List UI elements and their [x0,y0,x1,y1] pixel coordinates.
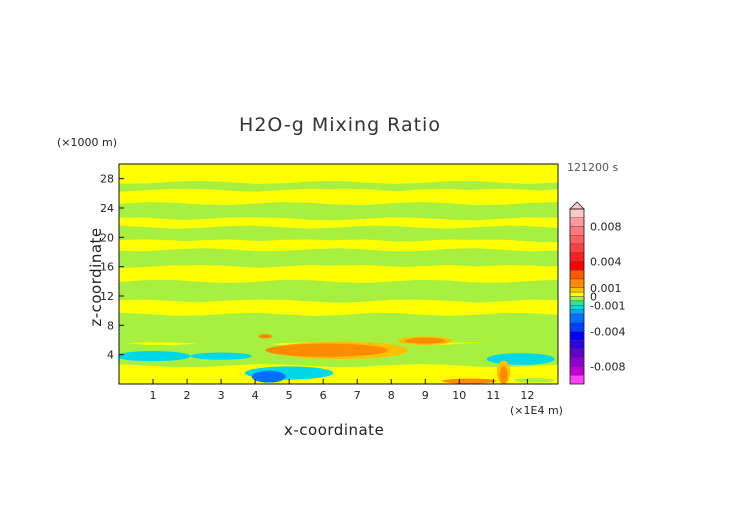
field-blob [486,353,555,365]
colorbar-level [569,208,585,218]
colorbar-level [569,309,585,315]
field-band [119,225,558,243]
x-tick-label: 1 [150,389,157,402]
x-tick-label: 2 [184,389,191,402]
colorbar-level [569,348,585,358]
field-blob [513,378,555,383]
x-tick-label: 5 [286,389,293,402]
x-tick-label: 4 [252,389,259,402]
y-tick-label: 12 [100,290,114,303]
colorbar-level [569,296,585,302]
colorbar-level [569,357,585,367]
field-blob [442,378,497,384]
colorbar-level [569,331,585,341]
colorbar-tick-label: 0.004 [590,256,622,269]
x-tick-label: 6 [320,389,327,402]
colorbar-tick-label: -0.004 [590,326,625,339]
field-band [119,239,558,252]
colorbar-level [569,305,585,310]
colorbar-level [569,313,585,323]
field-band [119,202,558,221]
colorbar-level [569,291,585,297]
colorbar-level [569,270,585,280]
field-blob [265,343,388,357]
field-band [119,217,558,229]
colorbar-overflow-triangle [569,201,585,210]
field-band [119,164,558,184]
x-tick-label: 8 [388,389,395,402]
colorbar-level [569,261,585,271]
colorbar-level [569,235,585,245]
field-blob [258,334,273,339]
colorbar-tick-label: 0.008 [590,221,622,234]
colorbar-tick-label: -0.008 [590,361,625,374]
y-tick-label: 20 [100,231,114,244]
colorbar-level [569,340,585,350]
field-band [119,188,558,206]
field-band [119,248,558,269]
chart-title: H2O-g Mixing Ratio [239,114,441,136]
colorbar-level [569,287,585,293]
x-tick-label: 12 [520,389,534,402]
y-tick-label: 24 [100,202,114,215]
x-tick-label: 7 [354,389,361,402]
colorbar-level [569,366,585,376]
field-blob [499,366,508,384]
x-tick-label: 3 [218,389,225,402]
y-tick-label: 8 [107,319,114,332]
field-blob [251,370,286,383]
time-stamp-label: 121200 s [567,161,619,174]
colorbar-level [569,217,585,227]
field-band [119,299,558,316]
y-tick-label: 28 [100,173,114,186]
field-blob [190,352,252,360]
x-tick-label: 9 [422,389,429,402]
field-band [119,279,558,303]
field-band [119,312,558,346]
x-axis-label: x-coordinate [284,421,385,439]
colorbar-level [569,226,585,236]
colorbar-level [569,322,585,332]
colorbar-level [569,243,585,253]
colorbar-level [569,300,585,306]
colorbar-level [569,252,585,262]
x-tick-label: 10 [452,389,466,402]
x-axis-unit-label: (×1E4 m) [510,404,563,417]
colorbar-tick-label: 0.001 [590,282,622,295]
field-blob [404,337,446,344]
plot-frame [118,163,559,385]
y-axis: 4 8 12 16 20 24 28 [100,173,124,362]
y-tick-label: 4 [107,349,114,362]
y-axis-unit-label: (×1000 m) [57,136,118,149]
colorbar-level [569,375,585,385]
colorbar-frame [569,208,585,385]
field-blob [119,351,191,362]
x-tick-label: 11 [486,389,500,402]
field-band [119,265,558,283]
colorbar-tick-label: -0.001 [590,299,625,312]
contour-field [119,164,558,384]
colorbar-level [569,278,585,288]
y-tick-label: 16 [100,261,114,274]
colorbar-tick-label: 0 [590,291,597,304]
x-axis: 1 2 3 4 5 6 7 8 9 10 11 12 [150,379,534,402]
